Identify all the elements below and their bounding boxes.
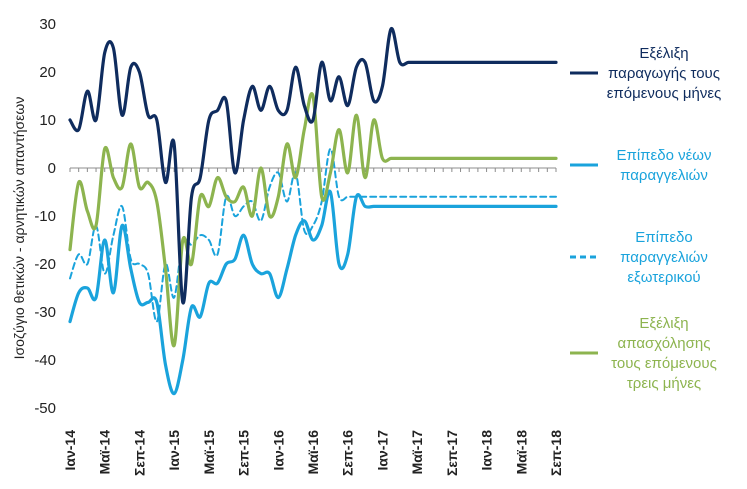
legend-label-4: τους επόμενους (611, 355, 717, 372)
legend-label-1: Εξέλιξη (639, 45, 688, 62)
y-axis-label: Ισοζύγιο θετικών - αρνητικών απαντήσεων (11, 97, 27, 360)
x-tick-label: Ιαν-15 (166, 430, 182, 471)
y-tick-label: -20 (34, 256, 56, 273)
x-axis: Ιαν-14 Μαϊ-14 Σεπ-14 Ιαν-15 Μαϊ-15 Σεπ-15 Ιαν-… (62, 167, 564, 476)
y-tick-label: -50 (34, 400, 56, 417)
series-line-1 (68, 27, 558, 305)
y-tick-label: 30 (39, 16, 56, 33)
legend-label-2: παραγγελιών (620, 167, 708, 184)
x-tick-label: Σεπ-15 (236, 430, 252, 476)
legend-label-3: Επίπεδο (635, 229, 692, 246)
legend-label-4: Εξέλιξη (639, 315, 688, 332)
x-tick-label: Σεπ-17 (444, 430, 460, 476)
y-tick-label: 10 (39, 112, 56, 129)
legend-label-2: Επίπεδο νέων (617, 147, 712, 164)
legend: Εξέλιξη παραγωγής τους επόμενους μήνες Επίπ… (570, 45, 721, 392)
x-tick-label: Σεπ-16 (340, 430, 356, 476)
y-tick-label: 0 (48, 160, 56, 177)
x-tick-label: Μαϊ-16 (305, 430, 321, 475)
series-lines (68, 27, 558, 396)
x-tick-label: Σεπ-14 (131, 430, 147, 476)
legend-label-4: απασχόλησης (618, 335, 711, 352)
x-tick-label: Ιαν-14 (62, 430, 78, 471)
y-tick-label: 20 (39, 64, 56, 81)
series-line-4 (68, 92, 558, 348)
y-tick-label: -10 (34, 208, 56, 225)
series-line-2 (68, 189, 558, 396)
x-tick-label: Ιαν-17 (374, 430, 390, 471)
x-tick-label: Μαϊ-15 (201, 430, 217, 475)
y-tick-label: -40 (34, 352, 56, 369)
legend-label-1: παραγωγής τους (608, 65, 720, 82)
legend-label-4: τρεις μήνες (627, 375, 701, 392)
legend-label-1: επόμενους μήνες (607, 85, 722, 102)
y-tick-label: -30 (34, 304, 56, 321)
x-tick-label: Μαϊ-17 (409, 430, 425, 475)
y-axis: 30 20 10 0 -10 -20 -30 -40 -50 (34, 16, 56, 417)
x-tick-label: Ιαν-16 (270, 430, 286, 471)
x-tick-label: Ιαν-18 (479, 430, 495, 471)
legend-label-3: παραγγελιών (620, 249, 708, 266)
series-line-3 (69, 147, 557, 323)
legend-label-3: εξωτερικού (627, 269, 700, 286)
x-tick-label: Μαϊ-14 (97, 430, 113, 475)
x-tick-label: Σεπ-18 (548, 430, 564, 476)
x-tick-label: Μαϊ-18 (513, 430, 529, 475)
